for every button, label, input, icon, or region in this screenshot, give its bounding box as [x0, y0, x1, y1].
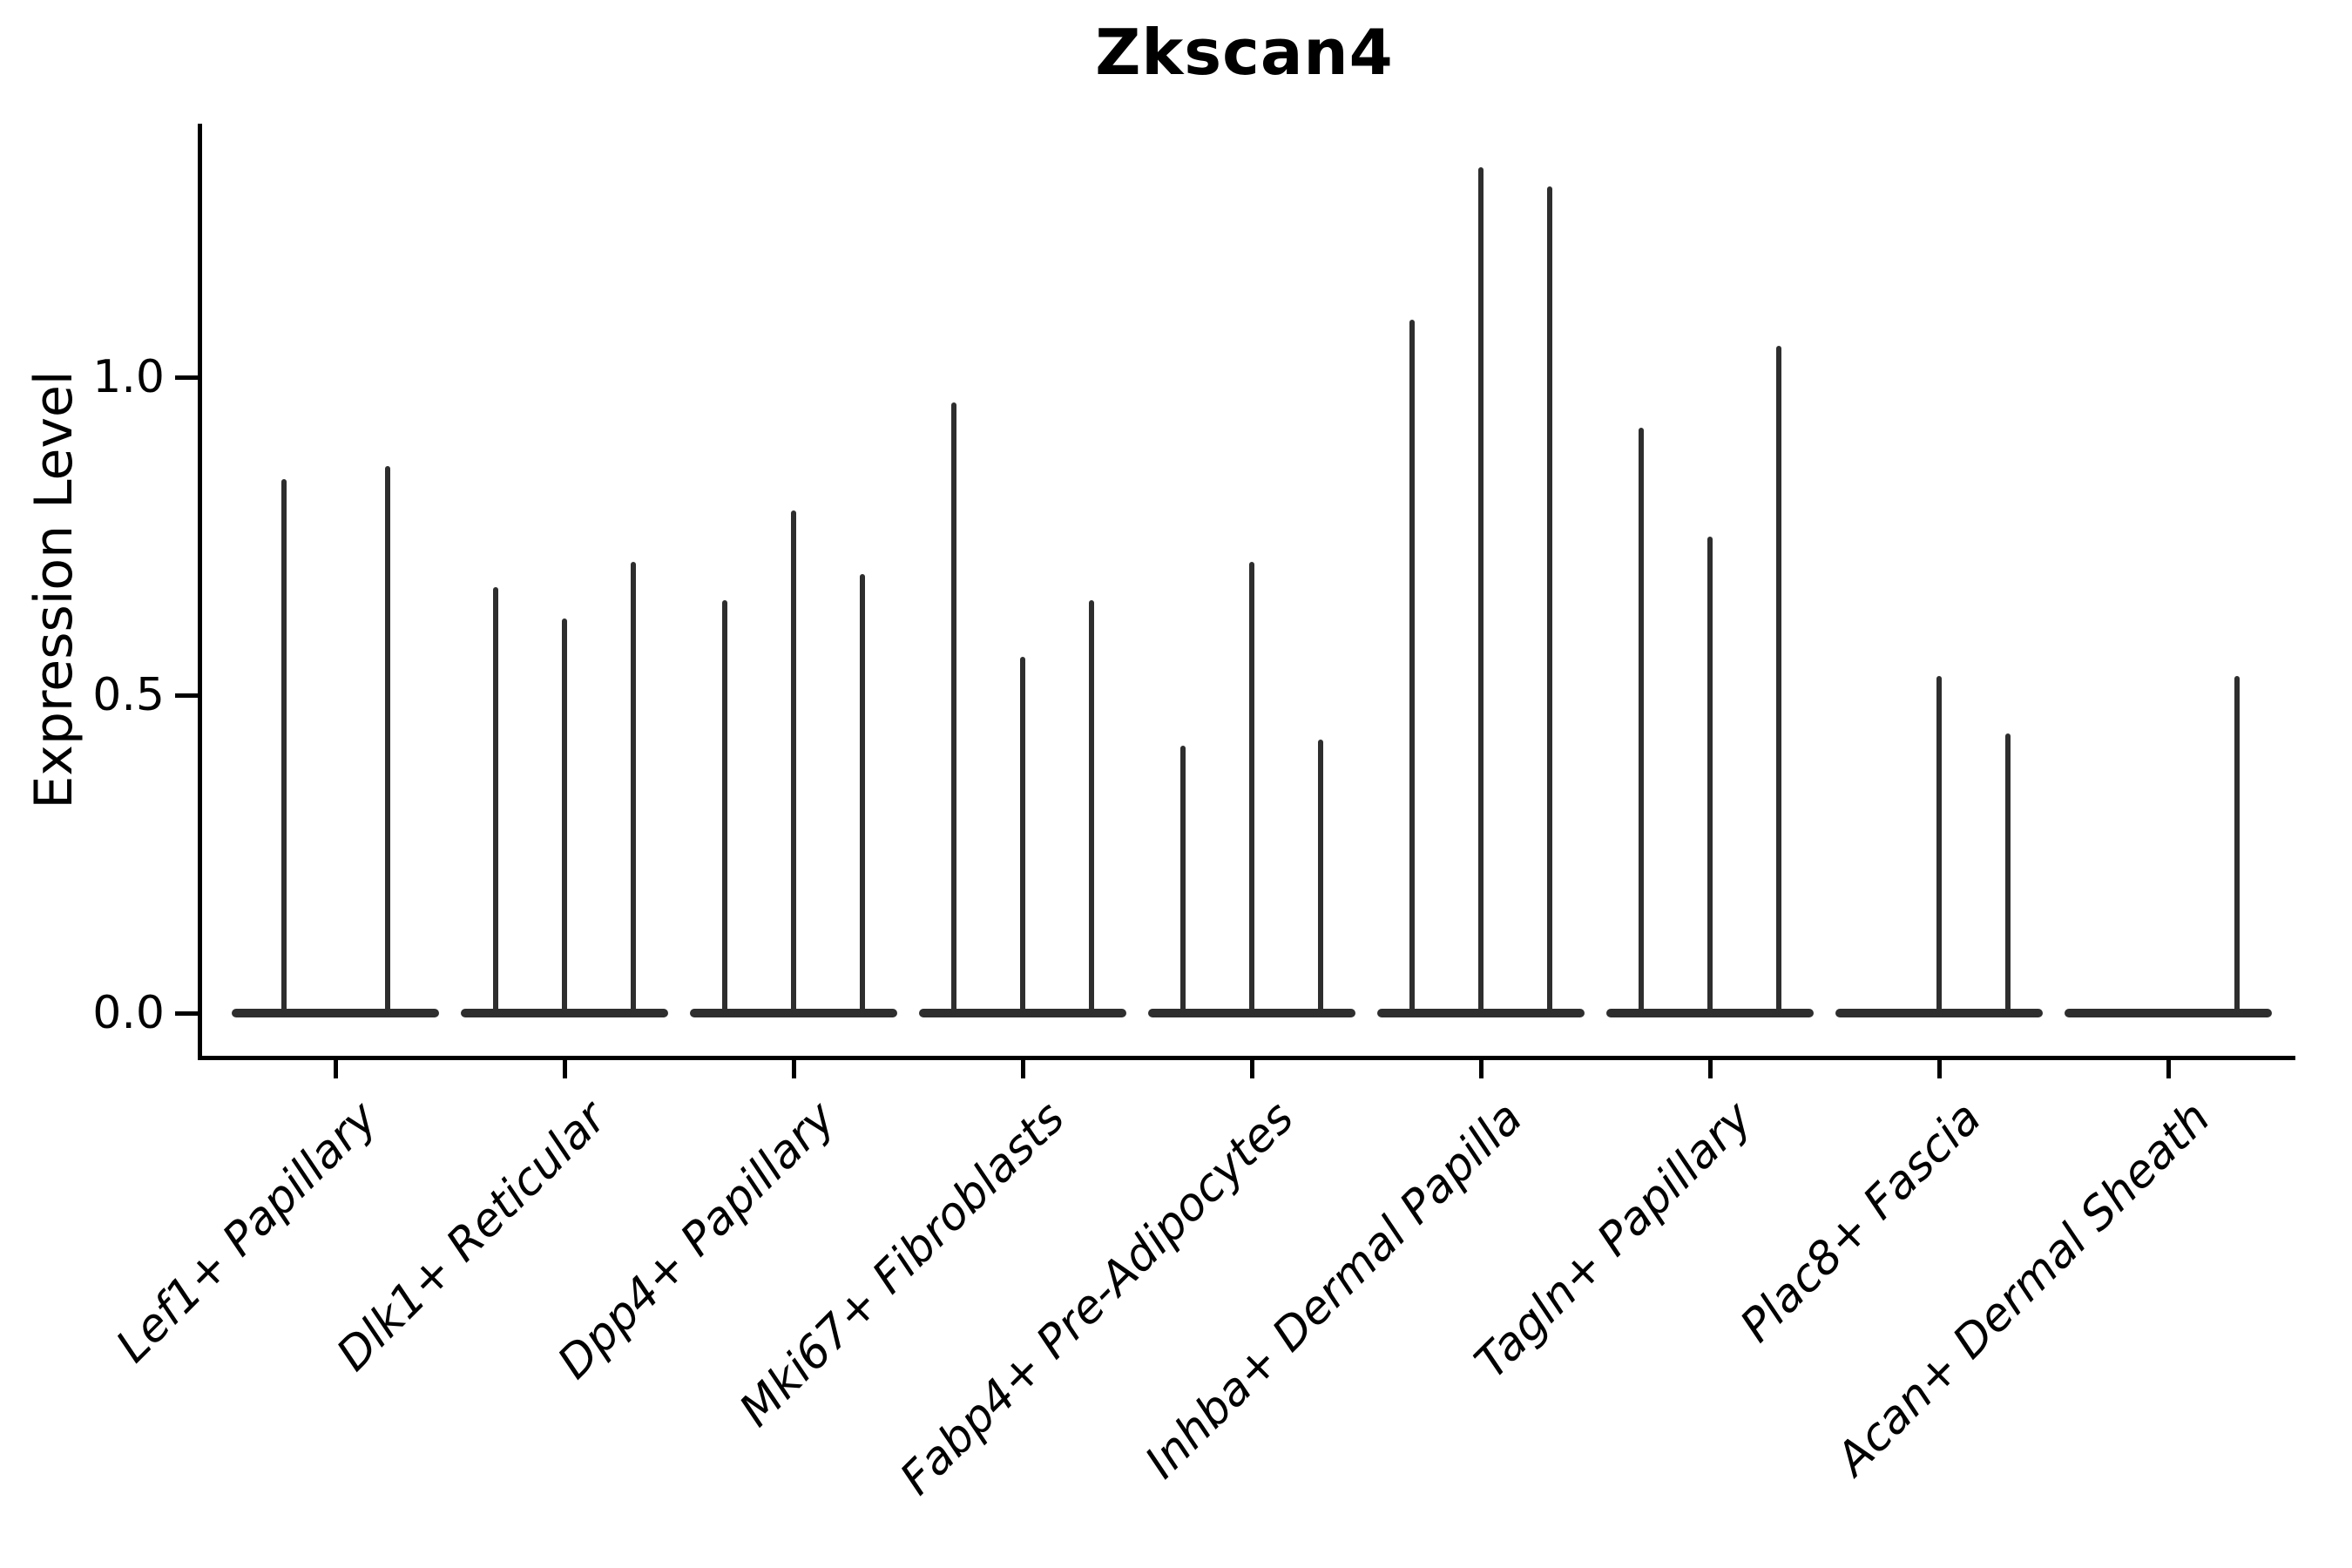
violin-base [2065, 1009, 2272, 1017]
violin-base [232, 1009, 439, 1017]
y-tick-mark [175, 693, 198, 698]
violin-spike [1936, 676, 1942, 1017]
x-tick-label: Acan+ Dermal Sheath [1826, 1092, 2220, 1486]
x-tick-mark [563, 1056, 567, 1078]
violin-spike [1318, 740, 1324, 1017]
violin-spike [860, 574, 866, 1017]
violin-spike [1478, 167, 1484, 1017]
violin-spike [1179, 746, 1186, 1017]
violin-spike [1409, 320, 1415, 1017]
violin-spike [1020, 657, 1025, 1017]
y-axis-label: Expression Level [24, 370, 84, 809]
x-tick-mark [1479, 1056, 1484, 1078]
violin-spike [721, 599, 727, 1017]
violin-spike [1249, 561, 1254, 1017]
chart-title: Zkscan4 [1095, 16, 1394, 89]
x-tick-label: Fabp4+ Pre-Adipocytes [890, 1092, 1304, 1505]
violin-spike [2005, 733, 2011, 1017]
x-tick-label: Inhba+ Dermal Papilla [1135, 1092, 1533, 1490]
violin-spike [1707, 536, 1713, 1017]
violin-spike [1776, 345, 1782, 1017]
y-tick-label: 1.0 [92, 351, 165, 403]
violin-spike [562, 618, 567, 1017]
y-tick-mark [175, 1011, 198, 1016]
violin-spike [1638, 428, 1644, 1017]
y-tick-mark [175, 375, 198, 380]
x-tick-mark [334, 1056, 338, 1078]
violin-spike [1089, 599, 1095, 1017]
violin-spike [950, 402, 956, 1017]
y-tick-label: 0.5 [92, 669, 165, 721]
x-tick-mark [2166, 1056, 2171, 1078]
x-tick-mark [792, 1056, 796, 1078]
plot-area [198, 124, 2295, 1060]
violin-spike [791, 510, 796, 1017]
y-tick-label: 0.0 [92, 987, 165, 1039]
x-tick-mark [1937, 1056, 1942, 1078]
violin-spike [631, 561, 637, 1017]
violin-spike [384, 466, 390, 1017]
x-tick-mark [1708, 1056, 1713, 1078]
violin-spike [492, 586, 498, 1017]
x-tick-label: Plac8+ Fascia [1730, 1092, 1991, 1353]
x-tick-mark [1021, 1056, 1025, 1078]
x-tick-mark [1250, 1056, 1254, 1078]
violin-spike [1547, 186, 1553, 1017]
violin-spike [2234, 676, 2240, 1017]
violin-spike [280, 478, 287, 1017]
